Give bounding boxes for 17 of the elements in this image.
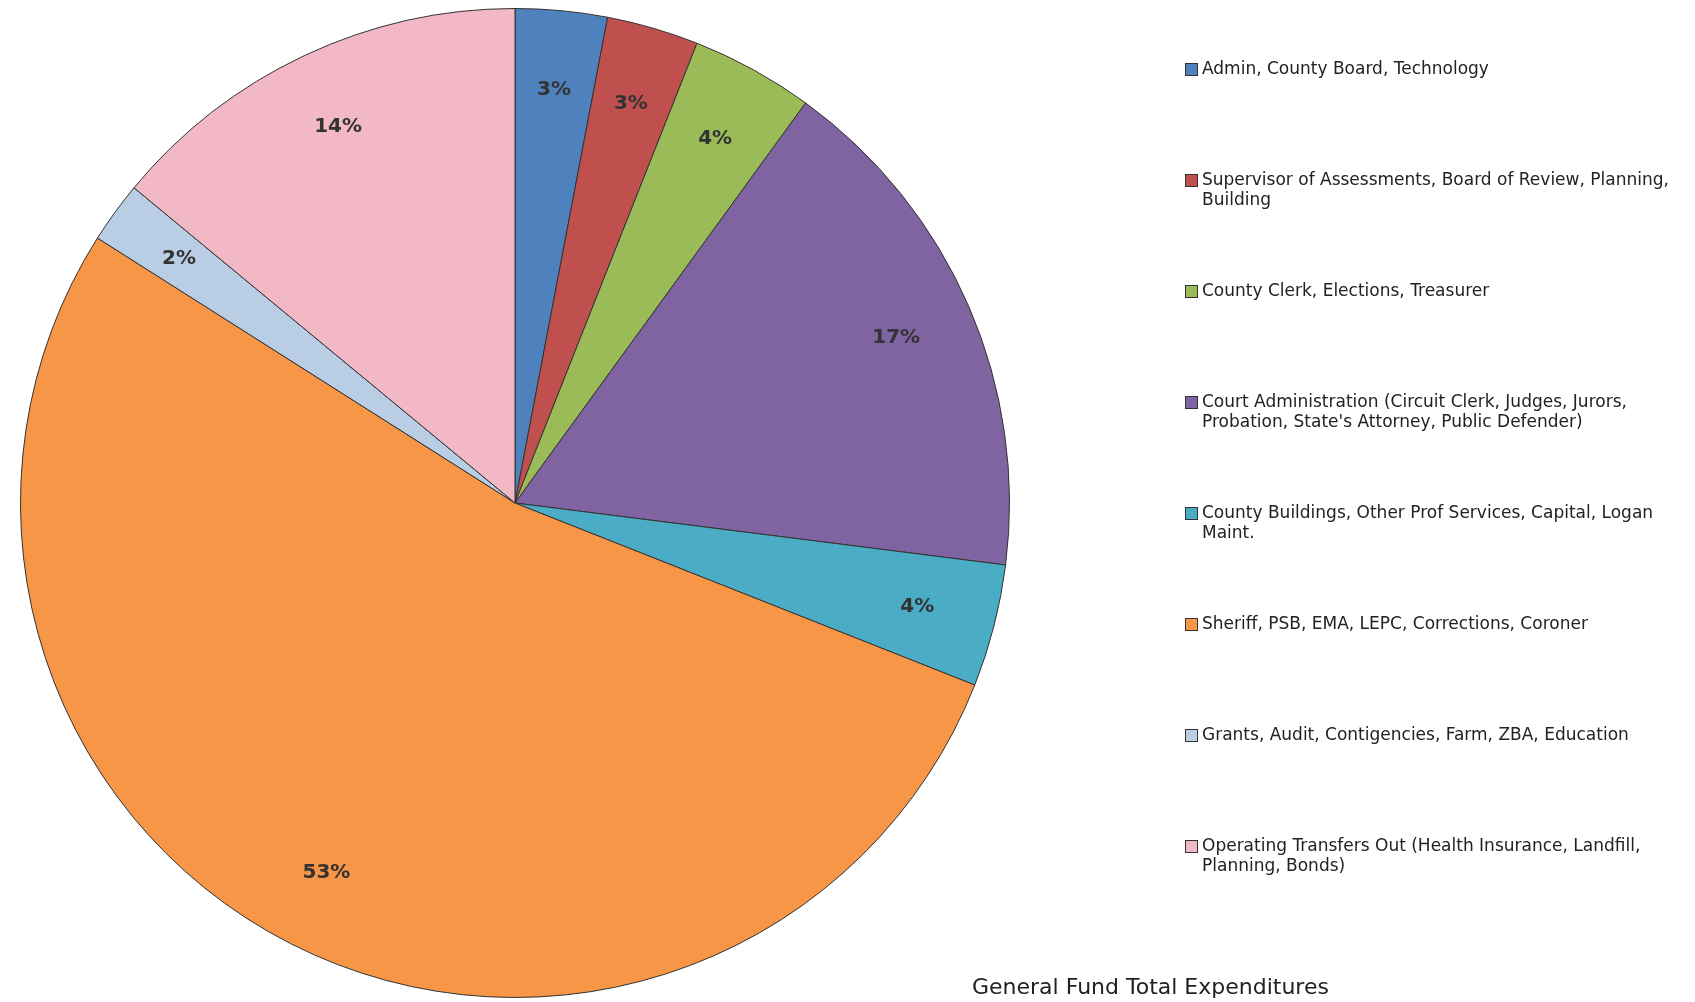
data-label: 3% — [613, 90, 648, 115]
legend-label: Operating Transfers Out (Health Insurance, Landfill, Planning, Bonds) — [1202, 835, 1642, 875]
legend-label: Admin, County Board, Technology — [1202, 58, 1489, 78]
data-label: 53% — [302, 859, 351, 884]
legend-label: Supervisor of Assessments, Board of Review, Planning, Building — [1202, 169, 1670, 209]
data-label: 3% — [537, 75, 572, 100]
data-label: 4% — [698, 125, 733, 150]
legend-label: Grants, Audit, Contigencies, Farm, ZBA, Education — [1202, 724, 1629, 744]
legend-label: County Clerk, Elections, Treasurer — [1202, 280, 1490, 300]
data-label: 4% — [900, 592, 935, 617]
data-label: 17% — [872, 324, 921, 349]
legend-label: County Buildings, Other Prof Services, Capital, Logan Maint. — [1202, 502, 1655, 542]
text: General Fund Total Expenditures — [972, 974, 1329, 999]
data-label: 2% — [161, 245, 196, 270]
legend-label: Sheriff, PSB, EMA, LEPC, Corrections, Coroner — [1202, 613, 1588, 633]
legend-label: Court Administration (Circuit Clerk, Judges, Jurors, Probation, State's Attorney, Public Defender) — [1202, 391, 1628, 431]
data-label: 14% — [314, 113, 363, 138]
